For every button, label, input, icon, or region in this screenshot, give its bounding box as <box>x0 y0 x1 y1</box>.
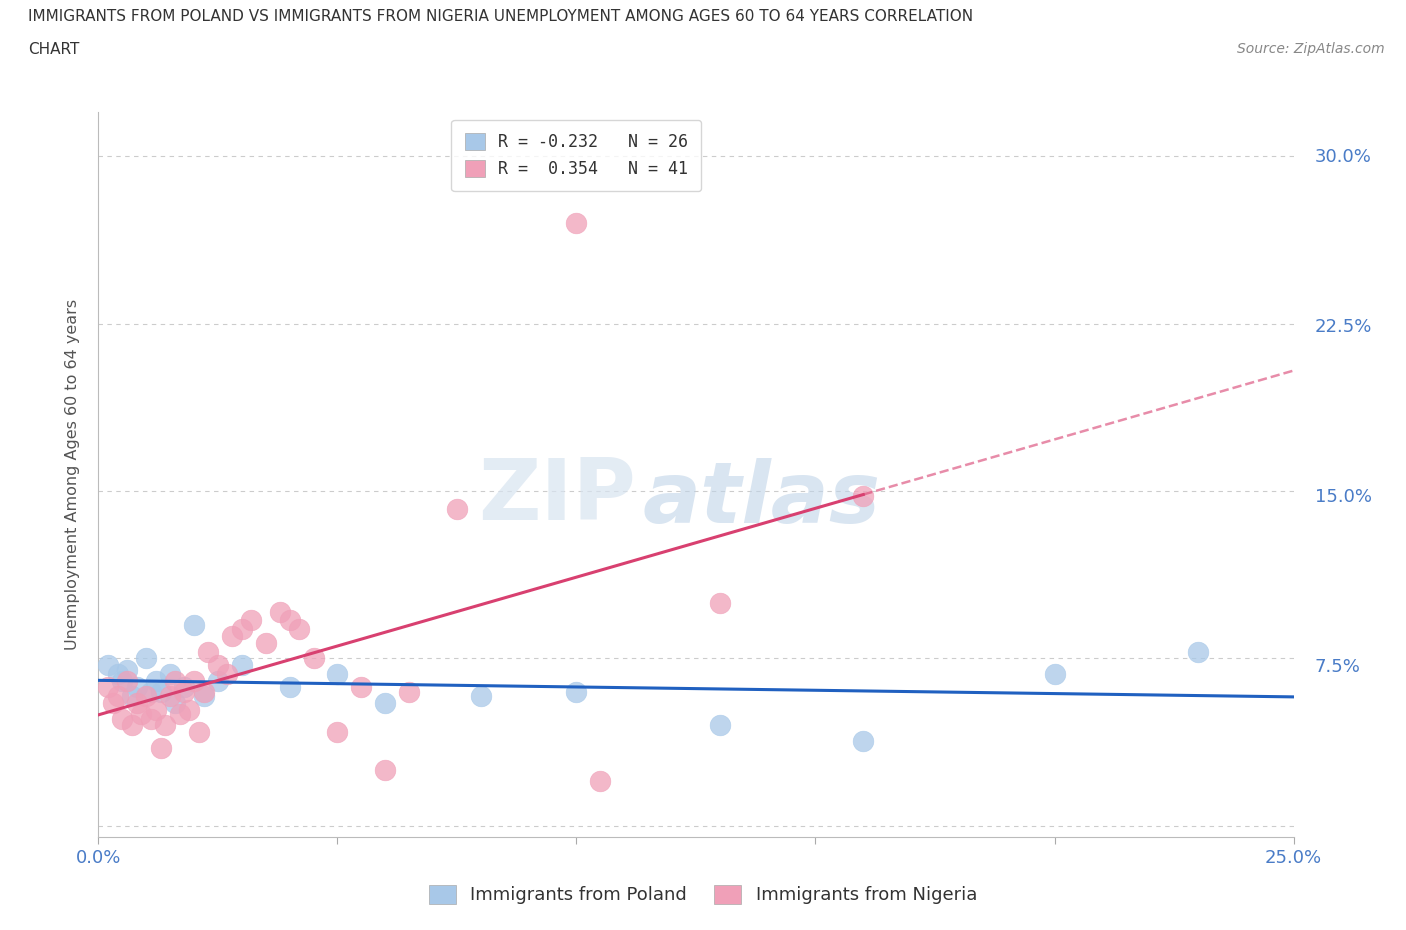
Point <box>350 680 373 695</box>
Point <box>288 622 311 637</box>
Point <box>125 680 148 695</box>
Point <box>163 673 186 688</box>
Point <box>269 604 291 619</box>
Point <box>107 689 129 704</box>
Point <box>135 651 157 666</box>
Point <box>179 702 201 717</box>
Point <box>97 680 120 695</box>
Point <box>187 724 209 739</box>
Point <box>193 684 215 699</box>
Point <box>145 702 167 717</box>
Point <box>115 673 138 688</box>
Point <box>254 635 277 650</box>
Point <box>852 734 875 749</box>
Point <box>121 689 143 704</box>
Point <box>709 595 731 610</box>
Point <box>326 724 349 739</box>
Point <box>197 644 219 659</box>
Point <box>125 696 148 711</box>
Point <box>446 501 468 516</box>
Point <box>326 667 349 682</box>
Point <box>159 689 181 704</box>
Y-axis label: Unemployment Among Ages 60 to 64 years: Unemployment Among Ages 60 to 64 years <box>65 299 80 650</box>
Text: 22.5%: 22.5% <box>1315 318 1372 336</box>
Text: Source: ZipAtlas.com: Source: ZipAtlas.com <box>1237 42 1385 56</box>
Point <box>183 618 205 632</box>
Point <box>193 689 215 704</box>
Point <box>374 696 396 711</box>
Point <box>173 680 195 695</box>
Point <box>278 613 301 628</box>
Point <box>139 684 162 699</box>
Text: ZIP: ZIP <box>478 455 636 538</box>
Point <box>163 696 186 711</box>
Point <box>709 718 731 733</box>
Text: 30.0%: 30.0% <box>1315 148 1371 166</box>
Point <box>231 658 253 672</box>
Point <box>221 629 243 644</box>
Point <box>97 658 120 672</box>
Point <box>169 707 191 722</box>
Point <box>111 711 134 726</box>
Point <box>145 673 167 688</box>
Legend: R = -0.232   N = 26, R =  0.354   N = 41: R = -0.232 N = 26, R = 0.354 N = 41 <box>451 120 702 192</box>
Text: CHART: CHART <box>28 42 80 57</box>
Point <box>470 689 492 704</box>
Point <box>155 718 177 733</box>
Point <box>565 684 588 699</box>
Point <box>131 707 153 722</box>
Point <box>240 613 263 628</box>
Point <box>101 696 124 711</box>
Text: 15.0%: 15.0% <box>1315 488 1372 506</box>
Point <box>231 622 253 637</box>
Point <box>302 651 325 666</box>
Point <box>1043 667 1066 682</box>
Point <box>852 488 875 503</box>
Text: atlas: atlas <box>643 458 880 541</box>
Point <box>217 667 239 682</box>
Point <box>398 684 420 699</box>
Point <box>173 684 195 699</box>
Point <box>149 684 172 699</box>
Point <box>589 774 612 789</box>
Point <box>135 689 157 704</box>
Point <box>121 718 143 733</box>
Point <box>111 673 134 688</box>
Point <box>139 711 162 726</box>
Point <box>159 667 181 682</box>
Point <box>107 667 129 682</box>
Point <box>149 740 172 755</box>
Point <box>207 658 229 672</box>
Point <box>183 673 205 688</box>
Legend: Immigrants from Poland, Immigrants from Nigeria: Immigrants from Poland, Immigrants from … <box>422 878 984 911</box>
Point <box>115 662 138 677</box>
Text: 7.5%: 7.5% <box>1315 658 1361 676</box>
Point <box>1187 644 1209 659</box>
Point <box>278 680 301 695</box>
Point <box>207 673 229 688</box>
Point <box>565 216 588 231</box>
Text: IMMIGRANTS FROM POLAND VS IMMIGRANTS FROM NIGERIA UNEMPLOYMENT AMONG AGES 60 TO : IMMIGRANTS FROM POLAND VS IMMIGRANTS FRO… <box>28 9 973 24</box>
Point <box>374 763 396 777</box>
